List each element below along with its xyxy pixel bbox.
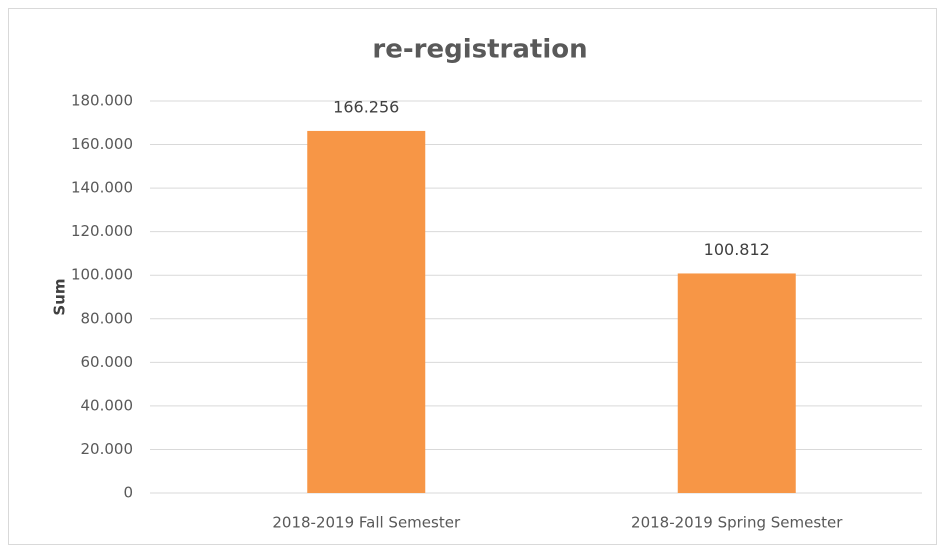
y-tick-label: 40.000 (81, 396, 134, 414)
y-tick-label: 120.000 (71, 222, 133, 240)
data-label: 100.812 (704, 240, 770, 259)
bar (307, 130, 426, 493)
chart-border (8, 8, 937, 545)
y-tick-label: 20.000 (81, 440, 134, 458)
x-tick-label: 2018-2019 Fall Semester (272, 514, 461, 532)
chart-title: re-registration (372, 35, 587, 65)
y-tick-label: 140.000 (71, 179, 133, 197)
y-tick-label: 0 (123, 484, 133, 502)
y-axis-label: Sum (51, 278, 69, 315)
y-tick-label: 160.000 (71, 135, 133, 153)
y-tick-label: 60.000 (81, 353, 134, 371)
y-tick-label: 80.000 (81, 309, 134, 327)
data-label: 166.256 (333, 97, 399, 116)
y-tick-label: 100.000 (71, 266, 133, 284)
x-tick-label: 2018-2019 Spring Semester (631, 514, 843, 532)
bar (677, 273, 796, 493)
y-tick-label: 180.000 (71, 92, 133, 110)
